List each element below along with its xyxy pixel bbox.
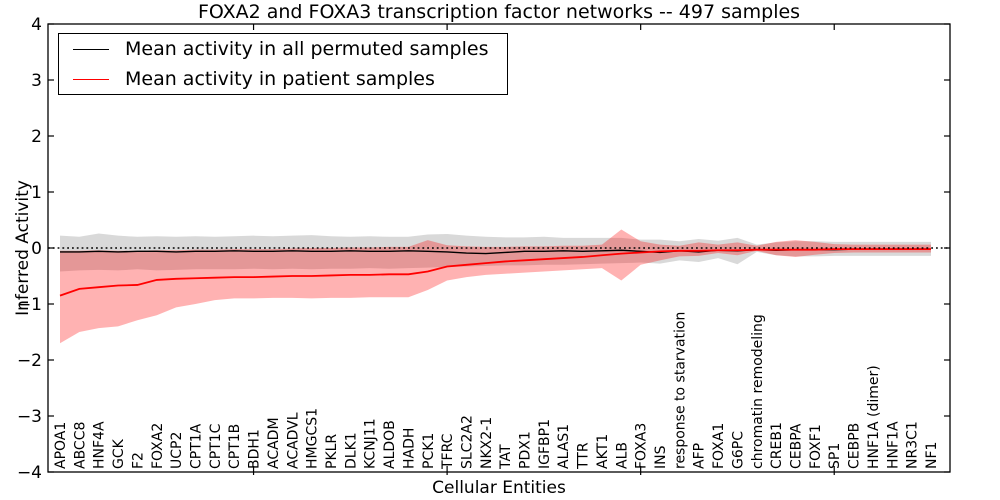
patient-mean-line: [59, 248, 931, 297]
x-category-label: GCK: [111, 438, 127, 469]
x-category-label: NF1: [924, 442, 940, 469]
legend-entry-patient: Mean activity in patient samples: [73, 67, 507, 91]
x-category-label: AKT1: [595, 434, 611, 469]
x-category-label: CPT1B: [227, 424, 243, 469]
x-category-label: HNF4A: [92, 421, 108, 469]
y-tick-label: −3: [17, 407, 42, 427]
x-category-label: AFP: [692, 443, 708, 469]
x-category-label: SLC2A2: [459, 415, 475, 469]
x-category-label: ALAS1: [556, 424, 572, 469]
x-category-label: FOXA1: [711, 423, 727, 469]
x-category-label: PKLR: [324, 434, 340, 469]
x-category-label: KCNJ11: [363, 418, 379, 469]
x-category-label: ALDOB: [382, 420, 398, 469]
x-category-label: CPT1C: [208, 423, 224, 469]
x-category-label: PDX1: [518, 431, 534, 469]
x-category-label: TAT: [498, 444, 514, 470]
x-category-label: UCP2: [169, 432, 185, 469]
x-category-label: TTR: [576, 442, 592, 470]
legend: Mean activity in all permuted samples Me…: [58, 33, 508, 95]
y-tick-label: −1: [17, 295, 42, 315]
chart-title: FOXA2 and FOXA3 transcription factor net…: [197, 1, 801, 23]
legend-label-patient: Mean activity in patient samples: [125, 68, 435, 90]
x-axis-label: Cellular Entities: [432, 478, 566, 498]
y-tick-label: −4: [17, 463, 42, 483]
x-category-label: ALB: [614, 442, 630, 469]
x-category-label: chromatin remodeling: [750, 314, 766, 469]
x-category-label: ABCC8: [72, 422, 88, 469]
x-category-label: HMGCS1: [305, 408, 321, 469]
x-category-label: HADH: [401, 428, 417, 469]
x-category-label: G6PC: [730, 431, 746, 469]
legend-label-permuted: Mean activity in all permuted samples: [125, 38, 489, 60]
y-tick-label: 3: [31, 71, 42, 91]
x-category-label: SP1: [827, 443, 843, 469]
x-category-label: HNF1A (dimer): [866, 365, 882, 469]
x-category-label: CREB1: [769, 422, 785, 469]
permuted-line-swatch: [73, 48, 109, 50]
x-category-label: FOXA3: [634, 423, 650, 469]
y-tick-label: 4: [31, 15, 42, 35]
patient-line-swatch: [73, 78, 109, 80]
y-tick-label: 1: [31, 183, 42, 203]
x-category-label: BDH1: [247, 429, 263, 469]
y-tick-label: 2: [31, 127, 42, 147]
y-tick-label: 0: [31, 239, 42, 259]
x-category-label: INS: [653, 445, 669, 469]
x-category-label: HNF1A: [885, 421, 901, 469]
patient-range-band: [60, 229, 931, 344]
x-category-label: CPT1A: [188, 423, 204, 469]
x-category-label: NR3C1: [905, 421, 921, 469]
x-category-label: TFRC: [440, 433, 456, 470]
x-category-label: response to starvation: [672, 312, 688, 469]
y-tick-label: −2: [17, 351, 42, 371]
x-category-label: DLK1: [343, 432, 359, 469]
x-category-label: NKX2-1: [479, 417, 495, 469]
y-axis-label: Inferred Activity: [13, 180, 33, 316]
x-category-label: IGFBP1: [537, 419, 553, 469]
legend-entry-permuted: Mean activity in all permuted samples: [73, 37, 507, 61]
x-category-label: APOA1: [53, 422, 69, 469]
x-category-label: CEBPB: [847, 423, 863, 469]
x-category-label: ACADM: [266, 417, 282, 469]
x-category-label: CEBPA: [789, 423, 805, 469]
x-category-label: FOXF1: [808, 424, 824, 469]
x-category-label: PCK1: [421, 433, 437, 469]
x-category-label: FOXA2: [150, 423, 166, 469]
x-category-label: F2: [130, 452, 146, 469]
x-category-label: ACADVL: [285, 412, 301, 469]
